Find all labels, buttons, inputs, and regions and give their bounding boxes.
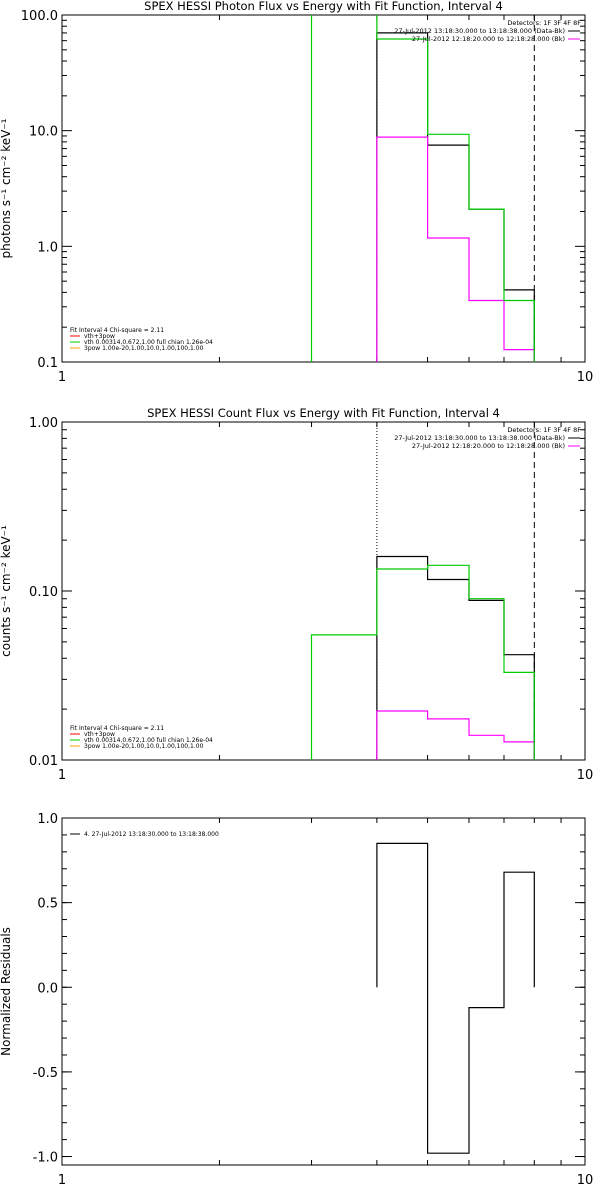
y-tick-label: 100.0 xyxy=(21,9,58,24)
y-axis-label: photons s⁻¹ cm⁻² keV⁻¹ xyxy=(0,118,13,258)
series-line-3 xyxy=(310,564,535,760)
series-line-1 xyxy=(376,555,535,760)
legend-entry-label: 27-Jul-2012 13:18:30.000 to 13:18:38.000… xyxy=(394,27,565,35)
y-axis-label: counts s⁻¹ cm⁻² keV⁻¹ xyxy=(0,525,13,657)
legend-entry-label: 4. 27-Jul-2012 13:18:30.000 to 13:18:38.… xyxy=(84,831,219,838)
legend-entry-label: 3pow 1.00e-20,1.00,10.0,1.00,100,1.00 xyxy=(84,345,204,352)
y-tick-label: 1.0 xyxy=(37,240,58,255)
plot-2: SPEX HESSI Count Flux vs Energy with Fit… xyxy=(0,406,593,783)
x-tick-label: 10 xyxy=(577,370,594,385)
chart-title: SPEX HESSI Count Flux vs Energy with Fit… xyxy=(147,406,500,420)
x-tick-label: 10 xyxy=(577,768,594,783)
series-line-1 xyxy=(376,32,535,362)
x-tick-label: 1 xyxy=(58,1173,66,1188)
y-tick-label: 0.1 xyxy=(37,356,58,371)
legend-entry-label: vth 0.00314,0.672,1.00 full chian 1.26e-… xyxy=(84,339,213,346)
y-axis-label: Normalized Residuals xyxy=(0,927,13,1056)
legend-entry-label: vth+3pow xyxy=(84,731,115,738)
legend-entry-label: vth 0.00314,0.672,1.00 full chian 1.26e-… xyxy=(84,737,213,744)
legend-entry-label: 27-Jul-2012 12:18:20.000 to 12:18:28.000… xyxy=(412,442,565,450)
y-tick-label: 1.0 xyxy=(37,812,58,827)
legend-left: 4. 27-Jul-2012 13:18:30.000 to 13:18:38.… xyxy=(70,831,219,838)
y-tick-label: 0.5 xyxy=(37,897,58,912)
x-tick-label: 10 xyxy=(577,1173,594,1188)
legend-left: Fit Interval 4 Chi-square = 2.11vth+3pow… xyxy=(70,327,213,352)
plot-frame xyxy=(61,14,586,363)
plot-1: SPEX HESSI Photon Flux vs Energy with Fi… xyxy=(0,0,593,385)
x-tick-label: 1 xyxy=(58,768,66,783)
legend-entry-label: vth+3pow xyxy=(84,333,115,340)
plot-frame xyxy=(61,421,586,761)
y-tick-label: 1.00 xyxy=(29,416,58,431)
legend-left: Fit Interval 4 Chi-square = 2.11vth+3pow… xyxy=(70,725,213,750)
y-tick-label: 0.10 xyxy=(29,585,58,600)
legend-header: Fit Interval 4 Chi-square = 2.11 xyxy=(70,725,164,732)
y-tick-label: 0.01 xyxy=(29,754,58,769)
legend-entry-label: 27-Jul-2012 13:18:30.000 to 13:18:38.000… xyxy=(394,434,565,442)
legend-header: Detectors: 1F 3F 4F 8F xyxy=(507,19,581,27)
plot-frame xyxy=(61,817,586,1166)
legend-entry-label: 27-Jul-2012 12:18:20.000 to 12:18:28.000… xyxy=(412,35,565,43)
x-tick-label: 1 xyxy=(58,370,66,385)
chart-title: SPEX HESSI Photon Flux vs Energy with Fi… xyxy=(144,0,503,13)
series-line-2 xyxy=(376,136,535,362)
y-tick-label: -0.5 xyxy=(33,1066,58,1081)
legend-header: Detectors: 1F 3F 4F 8F xyxy=(507,426,581,434)
plot-3: Normalized Residuals 1 10 1.0 0.5 0.0 -0.5 -1.0… xyxy=(0,812,593,1188)
legend-entry-label: 3pow 1.00e-20,1.00,10.0,1.00,100,1.00 xyxy=(84,743,204,750)
y-tick-label: 0.0 xyxy=(37,981,58,996)
legend-header: Fit Interval 4 Chi-square = 2.11 xyxy=(70,327,164,334)
series-line-2 xyxy=(376,710,535,760)
series-line-3 xyxy=(310,15,535,362)
y-tick-label: -1.0 xyxy=(33,1151,58,1166)
series-line-1 xyxy=(376,842,535,1154)
y-tick-label: 10.0 xyxy=(29,125,58,140)
